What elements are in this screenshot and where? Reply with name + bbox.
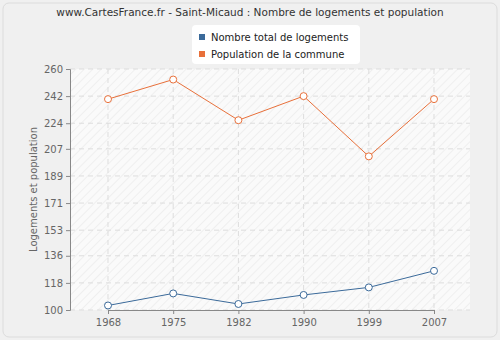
plot-area — [70, 69, 470, 310]
y-axis: 100 118 136 153 171 189 207 224 242 260 — [44, 64, 71, 316]
tick: 260 — [44, 64, 70, 75]
grid-line — [70, 255, 470, 256]
tick-label: 118 — [44, 278, 63, 289]
tick-label: 153 — [44, 225, 63, 236]
marker — [300, 93, 307, 100]
marker — [235, 117, 242, 124]
tick-label: 207 — [44, 144, 63, 155]
tick-mark — [304, 310, 305, 314]
axis-line — [66, 70, 71, 311]
tick: 224 — [44, 118, 70, 129]
x-axis: 1968 1975 1982 1990 1999 2007 — [96, 310, 447, 328]
tick-mark — [108, 310, 109, 314]
tick: 1975 — [161, 310, 186, 328]
legend-label: Nombre total de logements — [211, 32, 348, 43]
grid-line — [70, 123, 470, 124]
axis-title: Logements et population — [28, 127, 39, 252]
tick-label: 136 — [44, 250, 63, 261]
tick-label: 260 — [44, 64, 63, 75]
tick: 1999 — [357, 310, 382, 328]
tick-label: 189 — [44, 171, 63, 182]
tick: 171 — [44, 198, 70, 209]
grid-line — [70, 282, 470, 283]
tick-label: 242 — [44, 91, 63, 102]
tick: 189 — [44, 171, 70, 182]
tick-mark — [173, 310, 174, 314]
tick-mark — [434, 310, 435, 314]
grid-line — [70, 230, 470, 231]
tick: 1990 — [291, 310, 316, 328]
tick-mark — [66, 96, 70, 97]
marker — [170, 290, 177, 297]
tick-mark — [369, 310, 370, 314]
series-line — [108, 80, 434, 157]
tick: 1982 — [226, 310, 251, 328]
tick-mark — [66, 310, 70, 311]
tick: 100 — [44, 305, 70, 316]
tick: 118 — [44, 278, 70, 289]
tick-mark — [66, 176, 70, 177]
tick: 136 — [44, 250, 70, 261]
tick: 207 — [44, 144, 70, 155]
legend-label: Population de la commune — [211, 49, 344, 60]
marker — [300, 291, 307, 298]
marker — [365, 153, 372, 160]
grid-line — [108, 69, 109, 310]
legend-box — [192, 25, 360, 64]
tick-label: 100 — [44, 305, 63, 316]
series-line — [108, 271, 434, 306]
grid-line — [303, 69, 304, 310]
grid-line — [70, 175, 470, 176]
tick: 153 — [44, 225, 70, 236]
tick: 2007 — [422, 310, 447, 328]
axis-line — [109, 311, 435, 315]
tick: 242 — [44, 91, 70, 102]
tick-mark — [66, 149, 70, 150]
grid-line — [70, 203, 470, 204]
tick-mark — [66, 230, 70, 231]
tick-label: 2007 — [422, 317, 447, 328]
marker — [431, 96, 438, 103]
tick-label: 1999 — [357, 317, 382, 328]
legend-swatch — [199, 34, 205, 40]
legend: Nombre total de logements Population de l… — [192, 25, 360, 64]
tick-label: 224 — [44, 118, 63, 129]
tick-mark — [238, 310, 239, 314]
tick-label: 1990 — [291, 317, 316, 328]
plot — [105, 76, 438, 309]
marker — [105, 302, 112, 309]
tick-mark — [66, 69, 70, 70]
grid — [70, 69, 470, 310]
tick-mark — [66, 203, 70, 204]
marker — [235, 300, 242, 307]
title: www.CartesFrance.fr - Saint-Micaud : Nom… — [56, 6, 443, 18]
tick-label: 1982 — [226, 317, 251, 328]
marker — [365, 284, 372, 291]
grid-line — [368, 69, 369, 310]
marker — [105, 96, 112, 103]
marker — [170, 76, 177, 83]
tick: 1968 — [96, 310, 121, 328]
tick-label: 171 — [44, 198, 63, 209]
tick-label: 1975 — [161, 317, 186, 328]
background — [3, 3, 497, 337]
chart: 1001181361531711892072242422601968197519… — [0, 0, 500, 340]
marker — [431, 267, 438, 274]
grid-line — [70, 96, 470, 97]
grid-line — [238, 69, 239, 310]
tick-mark — [66, 256, 70, 257]
tick-label: 1968 — [96, 317, 121, 328]
grid-line — [70, 69, 470, 70]
grid-line — [173, 69, 174, 310]
legend-swatch — [199, 51, 205, 57]
grid-line — [70, 148, 470, 149]
tick-mark — [66, 283, 70, 284]
tick-mark — [66, 123, 70, 124]
